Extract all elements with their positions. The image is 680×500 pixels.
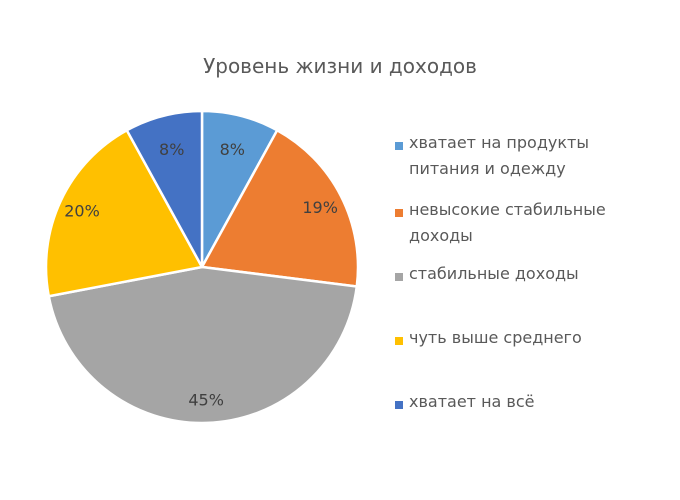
legend-label: питания и одежду [409,159,566,178]
legend-label: хватает на продукты [409,133,589,152]
legend-label: стабильные доходы [409,264,579,283]
data-label: 45% [188,391,224,410]
pie-slices [44,109,360,425]
legend-swatch [395,209,403,217]
data-label: 20% [64,202,100,221]
slice-above-average [44,129,204,298]
data-label: 19% [302,198,338,217]
legend-label: чуть выше среднего [409,328,582,347]
legend-swatch [395,142,403,150]
legend-label: хватает на всё [409,392,535,411]
chart-title: Уровень жизни и доходов [203,54,477,78]
legend-swatch [395,337,403,345]
legend-item-low-stable: невысокие стабильные доходы [395,200,606,249]
slice-enough-for-all [125,109,204,269]
data-label: 8% [159,140,184,159]
slice-stable [47,265,359,425]
legend-swatch [395,401,403,409]
legend-item-stable: стабильные доходы [395,264,579,287]
legend-label: невысокие стабильные [409,200,606,219]
legend-swatch [395,273,403,281]
pie-data-labels: 8% 19% 45% 20% 8% [64,140,338,409]
data-label: 8% [220,140,245,159]
slice-low-stable [200,129,360,288]
legend-label: доходы [409,226,473,245]
legend-item-above-average: чуть выше среднего [395,328,582,351]
legend-item-food-clothing: хватает на продукты питания и одежду [395,133,589,182]
legend-item-enough-for-all: хватает на всё [395,392,535,415]
